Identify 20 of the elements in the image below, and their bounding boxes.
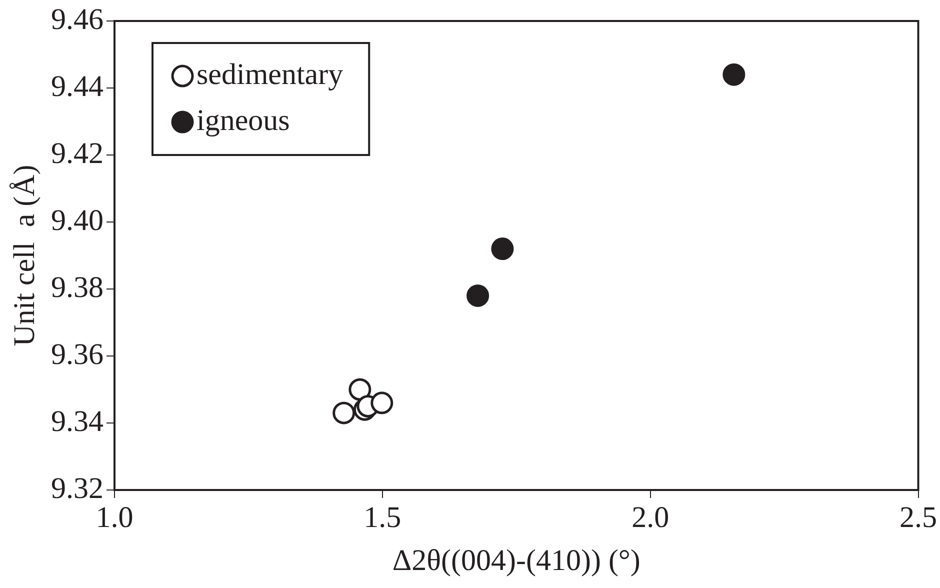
x-tick-label: 2.0 xyxy=(632,500,670,534)
point xyxy=(466,284,490,307)
point xyxy=(348,378,372,401)
y-tick-label: 9.34 xyxy=(51,404,104,438)
x-tick-label: 2.5 xyxy=(900,500,937,534)
y-tick-label: 9.36 xyxy=(51,338,104,371)
y-tick-label: 9.42 xyxy=(51,136,104,170)
legend-label: sedimentary xyxy=(196,58,344,91)
y-axis-title: Unit cell a (Å) xyxy=(8,164,41,346)
x-axis-title: Δ2θ((004)-(410)) (°) xyxy=(392,544,640,577)
x-tick-label: 1.5 xyxy=(364,500,402,534)
point xyxy=(370,392,394,414)
y-tick-label: 9.40 xyxy=(51,204,104,237)
y-tick-label: 9.46 xyxy=(51,2,104,36)
legend-label: igneous xyxy=(196,104,290,137)
point xyxy=(491,238,514,260)
y-tick-label: 9.44 xyxy=(51,70,104,103)
point xyxy=(722,63,746,86)
point xyxy=(332,402,356,424)
y-tick-label: 9.38 xyxy=(51,270,104,304)
